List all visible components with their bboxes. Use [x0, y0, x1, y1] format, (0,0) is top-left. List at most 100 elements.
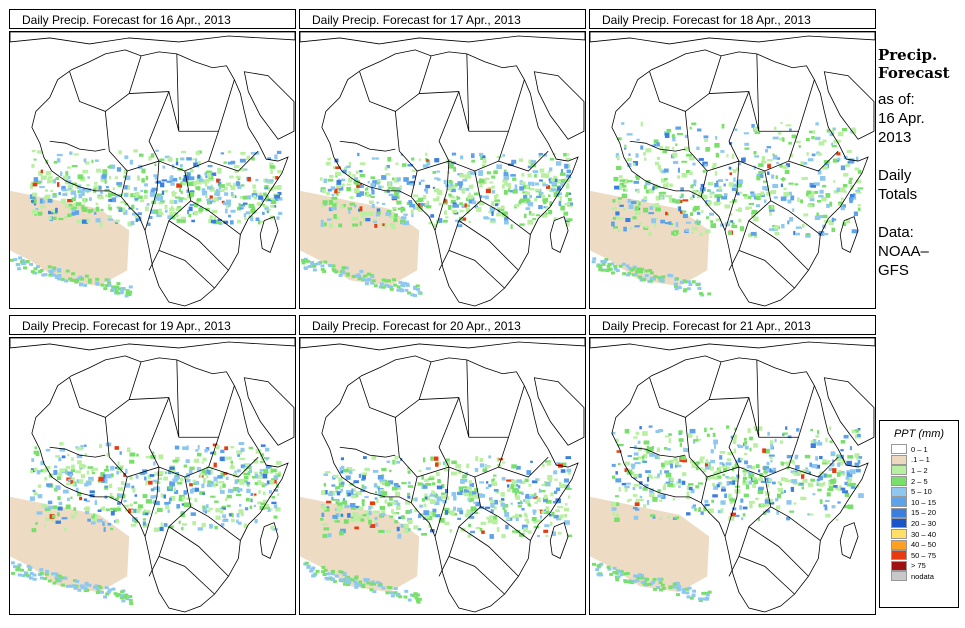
precip-cell: [662, 150, 667, 154]
precip-cell: [154, 163, 157, 167]
precip-cell: [754, 127, 759, 131]
precip-cell: [336, 492, 341, 496]
precip-cell: [632, 579, 637, 583]
precip-cell: [847, 455, 854, 459]
precip-cell: [527, 201, 534, 207]
precip-cell: [400, 283, 405, 287]
precip-cell: [671, 484, 676, 488]
precip-cell: [444, 488, 449, 493]
precip-cell: [512, 515, 518, 519]
precip-cell: [238, 509, 244, 514]
precip-cell: [142, 512, 149, 516]
precip-cell: [221, 200, 225, 204]
arabia-outline: [243, 377, 295, 446]
precip-cell: [411, 594, 416, 598]
precip-cell: [675, 126, 682, 130]
precip-cell: [672, 585, 677, 589]
precip-cell: [796, 428, 800, 432]
precip-cell: [104, 485, 109, 488]
precip-cell: [189, 190, 195, 194]
precip-cell: [320, 267, 325, 271]
precip-cell: [85, 506, 90, 512]
panel-title: Daily Precip. Forecast for 20 Apr., 2013: [299, 315, 586, 335]
precip-cell: [489, 515, 494, 519]
country-border: [707, 437, 799, 478]
precip-cell: [843, 190, 847, 193]
precip-cell: [27, 574, 32, 578]
precip-cell: [727, 221, 731, 225]
precip-cell: [164, 205, 167, 210]
precip-cell: [277, 471, 282, 476]
precip-cell: [353, 488, 357, 492]
precip-cell: [373, 218, 376, 222]
precip-cell: [747, 428, 751, 433]
precip-cell: [423, 503, 427, 507]
precip-cell: [651, 218, 657, 224]
precip-cell: [198, 207, 204, 212]
precip-cell: [847, 504, 854, 510]
precip-cell: [187, 181, 194, 186]
precip-cell: [193, 182, 197, 187]
precip-cell: [471, 171, 477, 175]
precip-cell: [477, 493, 483, 498]
precip-cell: [659, 499, 663, 502]
precip-cell: [10, 561, 15, 565]
precip-cell: [124, 185, 128, 190]
precip-cell: [779, 440, 784, 444]
precip-cell: [633, 515, 639, 520]
precip-cell: [613, 267, 618, 271]
precip-cell: [225, 497, 228, 502]
precip-cell: [251, 193, 258, 197]
precip-cell: [654, 202, 660, 207]
precip-cell: [657, 494, 664, 498]
precip-cell: [129, 476, 133, 480]
precip-cell: [644, 274, 649, 278]
precip-cell: [522, 524, 528, 530]
precip-cell: [384, 189, 388, 194]
precip-cell: [701, 597, 706, 601]
precip-cell: [615, 211, 620, 216]
precip-cell: [519, 223, 525, 226]
precip-cell: [492, 474, 497, 477]
precip-cell: [123, 472, 126, 477]
precip-cell: [95, 218, 101, 223]
precip-cell: [683, 288, 688, 292]
precip-cell: [531, 181, 535, 187]
precip-cell: [698, 599, 703, 603]
precip-cell: [185, 476, 189, 482]
precip-cell: [199, 472, 203, 478]
precip-cell: [207, 172, 212, 178]
precip-cell: [473, 511, 479, 515]
precip-cell: [795, 232, 801, 236]
precip-cell: [368, 200, 374, 204]
precip-cell: [776, 493, 782, 499]
precip-cell: [634, 461, 641, 465]
country-border: [764, 476, 821, 541]
precip-cell: [145, 510, 151, 515]
precip-cell: [470, 506, 477, 512]
precip-cell: [528, 483, 532, 487]
precip-cell: [445, 216, 449, 219]
precip-cell: [257, 501, 262, 505]
precip-cell: [430, 214, 435, 218]
precip-cell: [786, 516, 791, 521]
precip-cell: [699, 232, 704, 237]
precip-cell: [451, 460, 457, 465]
precip-cell: [434, 177, 439, 180]
precip-cell: [790, 195, 795, 201]
precip-cell: [467, 486, 472, 491]
precip-cell: [45, 465, 51, 470]
precip-cell: [474, 488, 479, 492]
precip-cell: [219, 184, 225, 188]
precip-cell: [553, 217, 557, 221]
precip-cell: [387, 186, 392, 189]
precip-cell: [79, 463, 85, 469]
precip-cell: [690, 488, 695, 494]
precip-cell: [192, 521, 196, 526]
precip-cell: [274, 194, 281, 199]
precip-cell: [706, 229, 711, 234]
precip-cell: [829, 463, 835, 467]
precip-cell: [374, 491, 378, 494]
precip-cell: [678, 438, 684, 442]
africa-outline: [31, 49, 289, 307]
